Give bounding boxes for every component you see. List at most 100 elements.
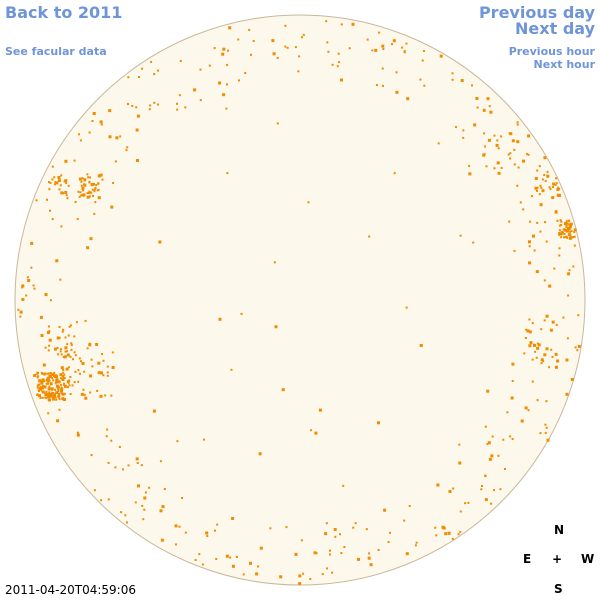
facula-dot xyxy=(252,40,255,42)
facula-dot xyxy=(93,190,96,193)
facula-dot xyxy=(19,315,22,318)
facula-dot xyxy=(54,382,57,385)
facula-dot xyxy=(163,488,166,490)
previous-day-link[interactable]: Previous day xyxy=(478,3,595,22)
facula-dot xyxy=(294,552,298,556)
facula-dot xyxy=(77,190,80,193)
facula-dot xyxy=(493,134,496,137)
facula-dot xyxy=(216,523,219,526)
facula-dot xyxy=(506,411,509,414)
next-hour-link[interactable]: Next hour xyxy=(533,58,596,71)
facula-dot xyxy=(543,174,546,176)
facula-dot xyxy=(63,373,66,376)
facula-dot xyxy=(68,379,71,382)
facula-dot xyxy=(533,249,536,252)
facula-dot xyxy=(533,344,537,347)
facula-dot xyxy=(73,335,76,338)
facula-dot xyxy=(81,194,84,197)
facula-dot xyxy=(160,538,164,542)
facula-dot xyxy=(40,334,44,337)
facula-dot xyxy=(33,287,36,290)
facula-dot xyxy=(51,388,54,391)
facula-dot xyxy=(36,376,39,379)
facula-dot xyxy=(567,227,570,230)
facula-dot xyxy=(382,84,384,87)
facula-dot xyxy=(48,391,51,394)
facula-dot xyxy=(497,454,500,457)
facula-dot xyxy=(536,221,539,224)
facula-dot xyxy=(273,261,276,264)
observation-timestamp: 2011-04-20T04:59:06 xyxy=(5,583,136,597)
next-day-link[interactable]: Next day xyxy=(515,19,595,38)
facula-dot xyxy=(565,220,568,223)
facula-dot xyxy=(415,541,418,544)
facula-dot xyxy=(97,174,101,178)
back-to-year-link[interactable]: Back to 2011 xyxy=(5,3,123,22)
facula-dot xyxy=(44,396,47,399)
facula-dot xyxy=(96,189,99,192)
facula-dot xyxy=(106,428,109,431)
facula-dot xyxy=(565,224,568,227)
facula-dot xyxy=(343,546,346,548)
facula-dot xyxy=(110,394,113,397)
facula-dot xyxy=(544,179,547,182)
facula-dot xyxy=(298,582,302,586)
facula-dot xyxy=(198,553,201,556)
previous-hour-link[interactable]: Previous hour xyxy=(508,45,595,58)
facula-dot xyxy=(538,165,541,168)
facula-dot xyxy=(131,105,134,107)
facula-dot xyxy=(524,337,527,339)
facula-dot xyxy=(104,394,107,397)
facula-dot xyxy=(577,344,581,348)
facula-dot xyxy=(99,173,103,177)
facula-dot xyxy=(301,36,303,39)
facula-dot xyxy=(68,325,71,328)
facula-dot xyxy=(551,320,555,324)
facula-dot xyxy=(526,152,529,155)
facula-dot xyxy=(564,228,568,232)
facula-dot xyxy=(485,165,488,168)
facula-dot xyxy=(93,489,96,492)
facula-dot xyxy=(481,485,483,487)
facula-dot xyxy=(203,438,205,441)
facula-dot xyxy=(47,325,50,328)
facula-dot xyxy=(564,236,567,238)
facula-dot xyxy=(76,218,79,220)
facula-dot xyxy=(302,572,305,575)
facula-dot xyxy=(374,48,378,52)
facula-dot xyxy=(484,425,487,428)
facula-dot xyxy=(563,233,566,235)
facula-dot xyxy=(487,441,491,445)
facula-dot xyxy=(558,254,561,257)
facula-dot xyxy=(366,38,369,41)
facula-dot xyxy=(87,176,90,179)
facula-dot xyxy=(67,184,70,187)
facula-dot xyxy=(39,315,43,319)
facula-dot xyxy=(310,429,313,432)
facula-dot xyxy=(475,97,479,100)
facula-dot xyxy=(48,393,52,396)
facula-dot xyxy=(569,234,572,237)
facula-dot xyxy=(91,188,94,191)
facula-dot xyxy=(79,191,82,194)
facula-dot xyxy=(565,235,568,238)
see-facular-data-link[interactable]: See facular data xyxy=(5,45,107,58)
facula-dot xyxy=(511,362,515,366)
facula-dot xyxy=(89,176,91,179)
facula-dot xyxy=(222,93,226,97)
facula-dot xyxy=(38,379,42,383)
facula-dot xyxy=(525,328,528,331)
facula-dot xyxy=(140,464,143,467)
facula-dot xyxy=(108,135,112,139)
facula-dot xyxy=(548,284,552,288)
facula-dot xyxy=(74,201,77,203)
facula-dot xyxy=(48,338,52,342)
facula-dot xyxy=(176,440,179,443)
facula-dot xyxy=(175,543,177,546)
facula-dot xyxy=(558,232,562,236)
facula-dot xyxy=(86,246,90,250)
facula-dot xyxy=(56,336,60,340)
facula-dot xyxy=(58,188,61,191)
facula-dot xyxy=(294,46,297,49)
facula-dot xyxy=(66,343,69,346)
